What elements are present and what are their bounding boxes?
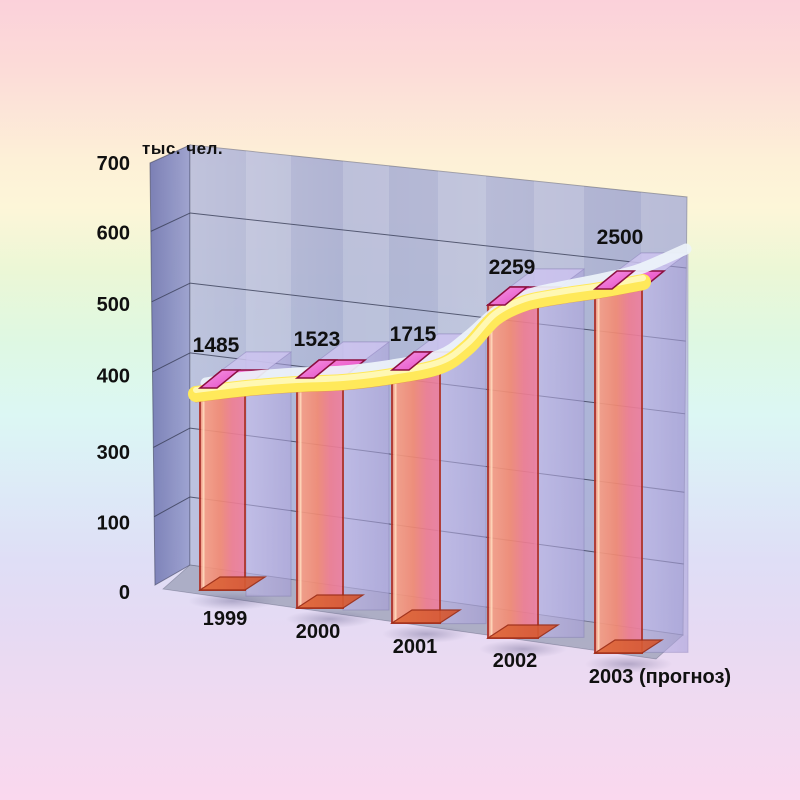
y-tick-label-0: 0 [119,582,130,604]
bar-top-corner-2001 [389,351,434,371]
back-column-2003 (прогноз) [640,252,689,653]
bar-front-face-1999 [199,387,246,591]
bar-front-face-2000 [296,377,344,609]
category-label-2002: 2002 [493,650,538,672]
left-wall-gridline-600 [150,212,191,232]
category-label-2003 (прогноз): 2003 (прогноз) [589,666,731,688]
value-label-2002: 2259 [489,256,536,279]
y-axis-unit-label: тыс. чел. [142,139,224,158]
value-label-2003 (прогноз): 2500 [597,226,644,249]
y-tick-label-100: 100 [97,513,130,535]
bar-bottom-cap-2000 [294,594,366,609]
left-wall-gridline-300 [153,427,191,448]
ribbon-yellow-band [188,274,651,402]
y-tick-label-600: 600 [97,222,130,244]
left-wall-gridline-100 [153,496,191,518]
left-wall-gridline-400 [152,352,191,373]
bar-shadow-2003 (прогноз) [584,655,673,673]
bar-front-face-2003 (прогноз) [594,288,643,654]
bar-top-corner-1999 [197,369,242,389]
bar-shadow-2000 [286,610,374,628]
bar-bottom-cap-1999 [197,576,268,591]
y-tick-label-500: 500 [97,294,130,316]
bar-bottom-cap-2003 (прогноз) [592,639,665,654]
bar-top-corner-2002 [485,286,530,306]
y-tick-label-300: 300 [97,442,130,464]
back-column-2001 [437,333,487,625]
category-label-1999: 1999 [203,608,248,630]
ribbon-yellow-highlight [193,275,646,393]
bar-top-corner-2000 [294,359,339,379]
wall-gridline-600 [189,212,687,269]
bar-bottom-cap-2001 [389,609,463,624]
value-label-2000: 1523 [294,328,341,351]
category-label-2000: 2000 [296,621,341,643]
bar-front-face-2001 [391,369,441,624]
bar-top-corner-2003 (прогноз) [592,270,637,290]
category-label-2001: 2001 [393,636,438,658]
back-column-2002 [533,268,585,638]
y-tick-label-400: 400 [97,365,130,387]
bar-bottom-cap-2002 [485,624,561,639]
bar-shadow-2002 [479,640,567,658]
bar-front-face-2002 [487,304,539,639]
bar-shadow-1999 [188,592,277,610]
y-tick-label-700: 700 [97,153,130,175]
left-wall [149,144,191,586]
value-label-1999: 1485 [193,334,240,357]
left-wall-gridline-500 [151,282,191,303]
value-label-2001: 1715 [390,323,437,346]
bar-shadow-2001 [382,625,470,643]
